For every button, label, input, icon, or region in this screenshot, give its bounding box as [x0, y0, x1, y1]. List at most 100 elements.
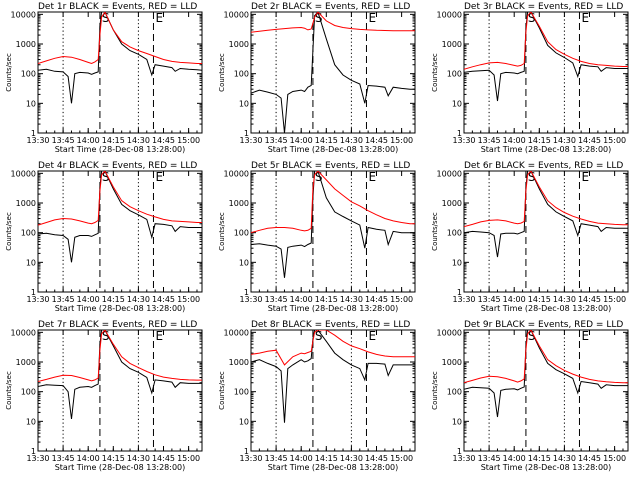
x-tick-label: 14:30: [340, 295, 363, 304]
x-tick-label: 14:15: [102, 454, 125, 463]
x-tick-label: 13:30: [26, 454, 49, 463]
y-tick-label: 1000: [229, 358, 249, 367]
y-tick-label: 100: [234, 70, 249, 79]
series-red-line: [464, 330, 628, 384]
y-tick-label: 10000: [224, 169, 249, 178]
y-tick-label: 1: [457, 129, 462, 138]
y-axis-label: Counts/sec: [218, 212, 226, 251]
x-tick-label: 14:30: [127, 295, 150, 304]
y-tick-label: 10000: [11, 328, 36, 337]
y-tick-label: 1000: [16, 40, 36, 49]
y-tick-label: 10000: [437, 10, 462, 19]
panel-det-6: Det 6r BLACK = Events, RED = LLD 1 10 100 10…: [431, 161, 629, 313]
marker-label-e: E: [155, 170, 163, 184]
x-tick-label: 14:00: [77, 136, 100, 145]
series-black-line: [464, 330, 628, 418]
panel-title: Det 8r BLACK = Events, RED = LLD: [251, 320, 410, 330]
series-black-line: [38, 12, 202, 104]
y-tick-label: 100: [21, 388, 36, 397]
y-tick-label: 1: [31, 447, 36, 456]
y-tick-label: 10: [239, 258, 249, 267]
y-axis-label: Counts/sec: [218, 53, 226, 92]
series-red-line: [251, 12, 415, 33]
x-tick-label: 14:45: [152, 454, 175, 463]
x-tick-label: 14:45: [365, 295, 388, 304]
x-tick-label: 14:30: [340, 454, 363, 463]
x-tick-label: 14:45: [578, 136, 601, 145]
y-tick-label: 100: [447, 229, 462, 238]
x-tick-label: 13:30: [239, 136, 262, 145]
x-tick-label: 13:30: [26, 295, 49, 304]
y-tick-label: 1000: [442, 40, 462, 49]
panel-det-2: Det 2r BLACK = Events, RED = LLD 1 10 100 10…: [218, 2, 416, 154]
y-tick-label: 1000: [442, 199, 462, 208]
y-tick-label: 100: [234, 229, 249, 238]
y-tick-label: 10000: [11, 10, 36, 19]
y-tick-label: 10: [26, 99, 36, 108]
x-tick-label: 14:45: [152, 136, 175, 145]
x-tick-label: 14:00: [290, 295, 313, 304]
y-axis-label: Counts/sec: [431, 53, 439, 92]
y-tick-label: 10000: [224, 10, 249, 19]
y-tick-label: 1000: [229, 40, 249, 49]
panel-det-1: Det 1r BLACK = Events, RED = LLD 1 10 100 10…: [5, 2, 203, 154]
x-tick-label: 13:45: [52, 295, 75, 304]
x-tick-label: 13:30: [452, 454, 475, 463]
panel-title: Det 5r BLACK = Events, RED = LLD: [251, 161, 410, 171]
x-tick-label: 14:45: [365, 136, 388, 145]
y-tick-label: 100: [21, 70, 36, 79]
x-tick-label: 13:30: [452, 295, 475, 304]
series-red-line: [38, 171, 202, 226]
x-axis-label: Start Time (28-Dec-08 13:28:00): [55, 145, 186, 154]
panel-det-8: Det 8r BLACK = Events, RED = LLD 1 10 100 10…: [218, 320, 416, 472]
plot-frame: [250, 329, 416, 452]
x-tick-label: 14:00: [290, 136, 313, 145]
x-tick-label: 13:45: [478, 454, 501, 463]
y-tick-label: 10: [26, 417, 36, 426]
y-tick-label: 1: [31, 288, 36, 297]
panel-det-4: Det 4r BLACK = Events, RED = LLD 1 10 100 10…: [5, 161, 203, 313]
panel-det-9: Det 9r BLACK = Events, RED = LLD 1 10 100 10…: [431, 320, 629, 472]
y-tick-label: 1: [457, 288, 462, 297]
x-tick-label: 13:30: [239, 295, 262, 304]
x-tick-label: 15:00: [603, 295, 626, 304]
y-tick-label: 1: [244, 129, 249, 138]
plot-frame: [463, 170, 629, 293]
x-tick-label: 14:45: [365, 454, 388, 463]
x-tick-label: 15:00: [177, 136, 200, 145]
y-tick-label: 1000: [16, 199, 36, 208]
y-axis-label: Counts/sec: [431, 212, 439, 251]
marker-label-e: E: [368, 170, 376, 184]
y-tick-label: 100: [21, 229, 36, 238]
x-tick-label: 14:00: [77, 295, 100, 304]
marker-label-s: S: [315, 11, 323, 25]
x-tick-label: 14:00: [503, 454, 526, 463]
marker-label-s: S: [528, 170, 536, 184]
x-tick-label: 15:00: [390, 454, 413, 463]
plot-frame: [250, 11, 416, 134]
panel-title: Det 6r BLACK = Events, RED = LLD: [464, 161, 623, 171]
x-tick-label: 13:30: [452, 136, 475, 145]
x-tick-label: 14:15: [102, 295, 125, 304]
marker-label-e: E: [368, 329, 376, 343]
x-tick-label: 14:30: [553, 136, 576, 145]
marker-label-e: E: [581, 11, 589, 25]
panel-title: Det 7r BLACK = Events, RED = LLD: [38, 320, 197, 330]
x-tick-label: 13:30: [239, 454, 262, 463]
plot-frame: [463, 11, 629, 134]
series-black-line: [251, 171, 415, 278]
panel-title: Det 1r BLACK = Events, RED = LLD: [38, 2, 197, 12]
y-axis-label: Counts/sec: [5, 212, 13, 251]
x-axis-label: Start Time (28-Dec-08 13:28:00): [268, 463, 399, 472]
marker-label-s: S: [102, 11, 110, 25]
y-tick-label: 100: [447, 388, 462, 397]
x-tick-label: 13:30: [26, 136, 49, 145]
x-tick-label: 13:45: [52, 136, 75, 145]
x-tick-label: 14:15: [102, 136, 125, 145]
series-red-line: [251, 171, 415, 234]
series-red-line: [251, 330, 415, 366]
x-tick-label: 15:00: [603, 454, 626, 463]
x-tick-label: 14:45: [578, 454, 601, 463]
y-tick-label: 10000: [224, 328, 249, 337]
x-tick-label: 15:00: [603, 136, 626, 145]
